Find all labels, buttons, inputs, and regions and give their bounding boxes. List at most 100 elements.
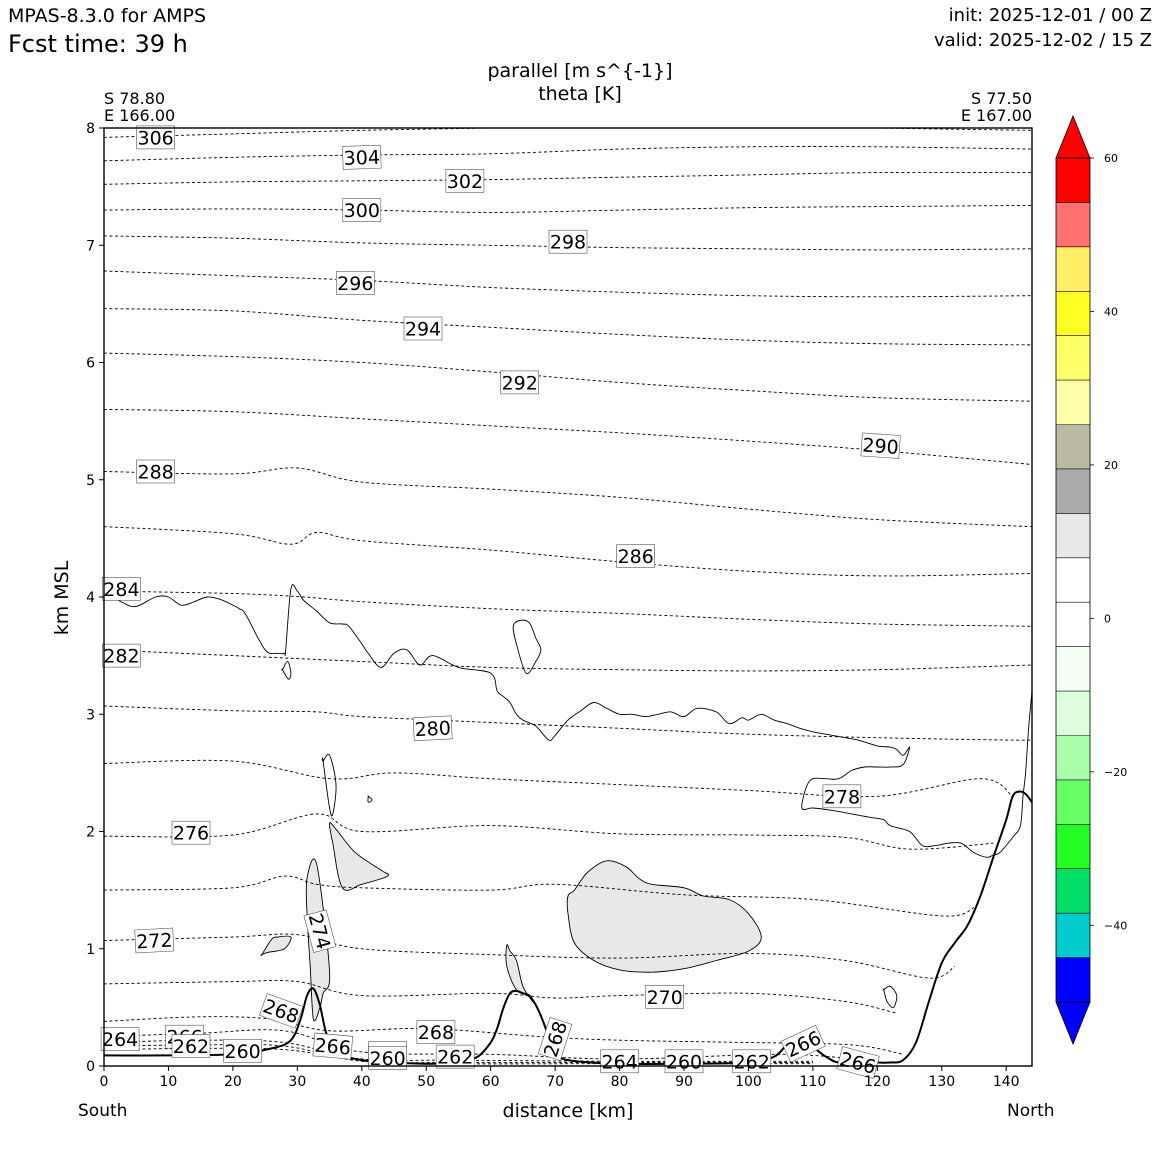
theta-label-text: 286: [618, 546, 654, 568]
theta-label-text: 294: [405, 319, 441, 341]
theta-label-306: 306: [136, 125, 175, 149]
theta-label-298: 298: [548, 229, 588, 254]
theta-label-box: [435, 1044, 475, 1069]
theta-label-260: 260: [223, 1039, 262, 1063]
theta-label-text: 292: [502, 372, 538, 394]
theta-label-268: 268: [259, 993, 304, 1029]
theta-label-box: [312, 1032, 354, 1060]
theta-label-box: [102, 643, 141, 668]
theta-label-box: [860, 432, 901, 459]
theta-label-text: 290: [862, 434, 900, 458]
theta-label-box: [171, 1034, 211, 1058]
x-tick-label: 10: [160, 1074, 178, 1090]
theta-label-box: [136, 459, 175, 484]
wind-contour: [321, 753, 337, 817]
theta-contour-306: [104, 128, 1032, 138]
theta-label-288: 288: [136, 459, 175, 484]
theta-label-box: [645, 984, 685, 1009]
theta-label-274: 274: [303, 909, 337, 953]
x-tick-label: 80: [611, 1074, 629, 1090]
wind-contour: [512, 619, 542, 675]
theta-label-box: [335, 270, 375, 295]
theta-label-262: 262: [435, 1044, 475, 1069]
theta-contour-282: [104, 649, 1032, 672]
theta-label-text: 306: [137, 127, 173, 149]
theta-label-262: 262: [171, 1034, 211, 1058]
theta-contour-270: [104, 979, 897, 1014]
theta-label-text: 274: [304, 911, 335, 952]
theta-contour-302: [104, 171, 1032, 185]
x-tick-label: 20: [224, 1074, 242, 1090]
theta-label-286: 286: [616, 544, 656, 568]
theta-contour-264: [104, 1039, 813, 1062]
x-axis-label: distance [km]: [502, 1100, 634, 1122]
plot-title-parallel-wind: parallel [m s^{-1}]: [487, 60, 673, 82]
theta-contour-296: [104, 270, 1032, 298]
x-tick-label: 0: [100, 1074, 109, 1090]
y-tick-label: 1: [86, 942, 95, 958]
theta-label-box: [403, 316, 443, 341]
x-tick-label: 40: [353, 1074, 371, 1090]
theta-label-text: 268: [418, 1022, 454, 1044]
theta-label-box: [537, 1016, 573, 1062]
theta-label-text: 280: [414, 717, 451, 741]
theta-contour-278: [104, 759, 1013, 798]
theta-label-262: 262: [732, 1049, 772, 1073]
x-tick-label: 70: [546, 1074, 564, 1090]
x-tick-label: 140: [993, 1074, 1020, 1090]
theta-contour-290: [104, 408, 1032, 465]
wind-shaded-region: [329, 822, 390, 891]
theta-label-box: [616, 544, 656, 568]
theta-label-text: 270: [647, 987, 683, 1009]
theta-label-box: [171, 820, 211, 845]
x-tick-label: 50: [417, 1074, 435, 1090]
y-tick-label: 0: [86, 1059, 95, 1075]
theta-contour-292: [104, 352, 1032, 402]
theta-label-box: [836, 1046, 880, 1079]
model-title: MPAS-8.3.0 for AMPS: [8, 5, 207, 27]
theta-label-box: [342, 144, 382, 170]
theta-label-box: [822, 784, 862, 809]
y-tick-label: 6: [86, 356, 95, 372]
wind-contour: [281, 661, 292, 680]
theta-label-text: 260: [224, 1041, 260, 1063]
x-tick-label: 60: [482, 1074, 500, 1090]
theta-label-box: [500, 370, 540, 395]
right-endpoint-lat: S 77.50: [970, 89, 1032, 108]
theta-label-text: 304: [343, 147, 380, 170]
theta-label-text: 262: [437, 1047, 473, 1069]
theta-label-text: 284: [103, 579, 139, 601]
left-endpoint-lat: S 78.80: [104, 89, 166, 108]
valid-time: valid: 2025-12-02 / 15 Z: [934, 30, 1152, 51]
theta-label-text: 260: [369, 1048, 405, 1070]
x-tick-label: 130: [928, 1074, 955, 1090]
theta-label-box: [303, 909, 337, 953]
theta-label-278: 278: [822, 784, 862, 809]
theta-label-260: 260: [368, 1046, 407, 1070]
y-tick-label: 7: [86, 238, 95, 254]
theta-contour-272: [104, 933, 955, 979]
theta-label-270: 270: [645, 984, 685, 1009]
theta-label-text: 276: [173, 823, 209, 845]
theta-contour-294: [104, 308, 1032, 346]
theta-label-box: [259, 993, 304, 1029]
right-endpoint-lon: E 167.00: [960, 106, 1032, 125]
wind-contour: [882, 985, 898, 1008]
theta-label-304: 304: [342, 144, 382, 170]
y-tick-label: 5: [86, 473, 95, 489]
theta-label-290: 290: [860, 432, 901, 459]
theta-contour-286: [104, 526, 1032, 577]
theta-label-text: 264: [102, 1029, 138, 1051]
theta-contour-300: [104, 204, 1032, 213]
theta-contour-262: [104, 1044, 813, 1064]
wind-zero-contour: [104, 584, 1032, 858]
theta-label-box: [416, 1020, 456, 1044]
y-tick-label: 3: [86, 707, 95, 723]
theta-label-text: 300: [344, 200, 380, 222]
theta-label-302: 302: [445, 169, 485, 193]
theta-label-266: 266: [312, 1032, 354, 1060]
theta-contour-274: [104, 875, 975, 917]
theta-contour-304: [104, 146, 1032, 162]
x-tick-label: 30: [288, 1074, 306, 1090]
